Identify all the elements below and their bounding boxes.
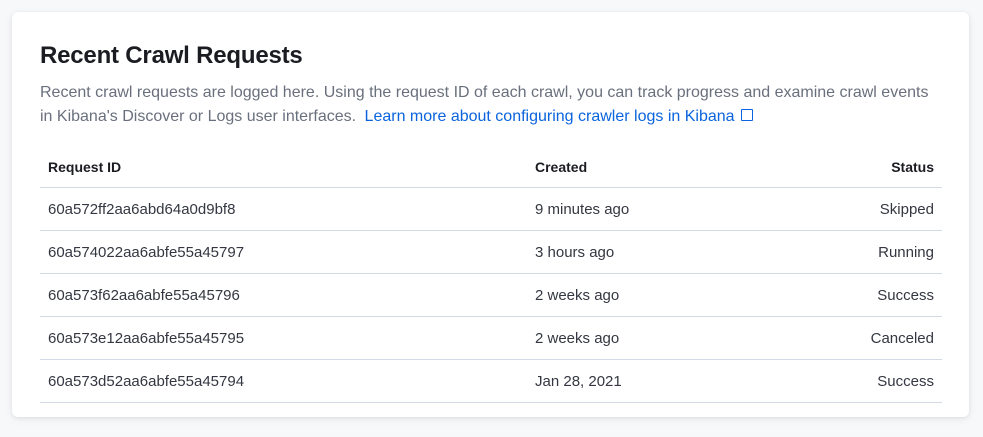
column-header-status: Status bbox=[768, 146, 942, 188]
kibana-logs-link[interactable]: Learn more about configuring crawler log… bbox=[365, 108, 753, 125]
table-row: 60a573d52aa6abfe55a45794 Jan 28, 2021 Succ… bbox=[40, 359, 942, 403]
external-link-icon bbox=[740, 109, 753, 121]
created-cell: Jan 28, 2021 bbox=[527, 359, 769, 403]
status-cell: Success bbox=[768, 273, 942, 317]
crawl-requests-table: Request ID Created Status 60a572ff2aa6ab… bbox=[40, 146, 942, 403]
created-cell: 2 weeks ago bbox=[527, 316, 769, 360]
link-label: Learn more about configuring crawler log… bbox=[364, 108, 735, 125]
created-cell: 3 hours ago bbox=[527, 230, 769, 274]
table-row: 60a573e12aa6abfe55a45795 2 weeks ago Cance… bbox=[40, 316, 942, 360]
table-header-row: Request ID Created Status bbox=[40, 146, 942, 188]
request-id-cell: 60a574022aa6abfe55a45797 bbox=[40, 230, 527, 274]
status-cell: Running bbox=[768, 230, 942, 274]
table-row: 60a574022aa6abfe55a45797 3 hours ago Runni… bbox=[40, 230, 942, 274]
status-cell: Canceled bbox=[768, 316, 942, 360]
status-cell: Success bbox=[768, 359, 942, 403]
created-cell: 9 minutes ago bbox=[527, 187, 769, 231]
crawl-requests-panel: Recent Crawl Requests Recent crawl reque… bbox=[12, 12, 969, 417]
description-text: Recent crawl requests are logged here. U… bbox=[40, 84, 929, 125]
status-cell: Skipped bbox=[768, 187, 942, 231]
request-id-cell: 60a573e12aa6abfe55a45795 bbox=[40, 316, 527, 360]
request-id-cell: 60a573f62aa6abfe55a45796 bbox=[40, 273, 527, 317]
table-row: 60a573f62aa6abfe55a45796 2 weeks ago Succe… bbox=[40, 273, 942, 317]
table-row: 60a572ff2aa6abd64a0d9bf8 9 minutes ago Ski… bbox=[40, 187, 942, 231]
panel-title: Recent Crawl Requests bbox=[40, 42, 303, 69]
panel-description: Recent crawl requests are logged here. U… bbox=[40, 81, 930, 129]
request-id-cell: 60a573d52aa6abfe55a45794 bbox=[40, 359, 527, 403]
request-id-cell: 60a572ff2aa6abd64a0d9bf8 bbox=[40, 187, 527, 231]
created-cell: 2 weeks ago bbox=[527, 273, 769, 317]
column-header-created: Created bbox=[527, 146, 769, 188]
column-header-request-id: Request ID bbox=[40, 146, 527, 188]
